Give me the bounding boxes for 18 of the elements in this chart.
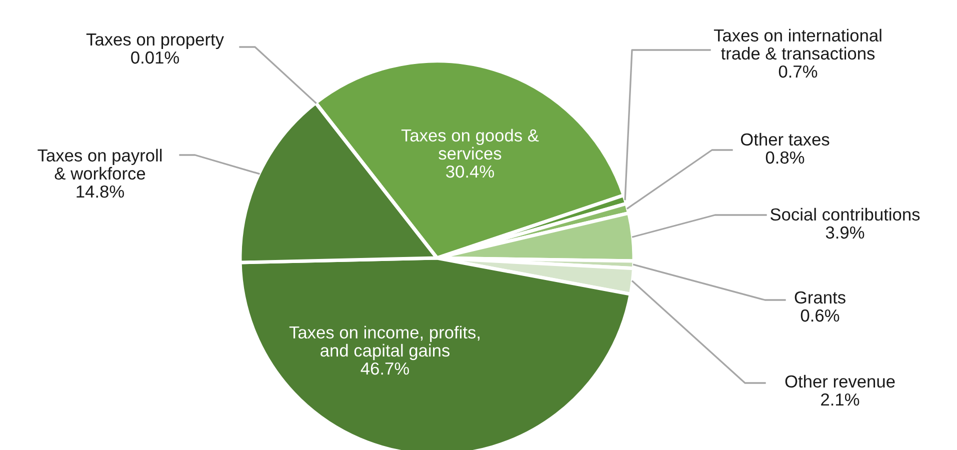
slice-label: Taxes on property bbox=[86, 34, 224, 50]
slice-label: Other revenue bbox=[785, 374, 895, 388]
slice-label: Social contributions bbox=[770, 208, 920, 221]
slice-label: Grants bbox=[794, 291, 846, 304]
slice-label: Taxes on goods & services bbox=[401, 128, 539, 160]
data-label: 30.4% bbox=[446, 165, 494, 178]
data-label: 0.8% bbox=[766, 151, 804, 164]
slice-label: Taxes on income, profits, and capital gains bbox=[289, 326, 480, 360]
data-label: 46.7% bbox=[360, 362, 409, 375]
slice-label: Other taxes bbox=[740, 132, 830, 146]
data-label: 3.9% bbox=[826, 226, 864, 239]
data-label: 0.01% bbox=[131, 51, 179, 64]
slice-label: Taxes on payroll & workforce bbox=[38, 148, 162, 180]
data-label: 14.8% bbox=[76, 185, 124, 198]
data-label: 0.6% bbox=[800, 309, 840, 322]
data-label: 0.7% bbox=[778, 65, 818, 78]
slice-label: Taxes on international trade & transactions bbox=[714, 28, 882, 60]
data-label: 2.1% bbox=[821, 393, 860, 406]
